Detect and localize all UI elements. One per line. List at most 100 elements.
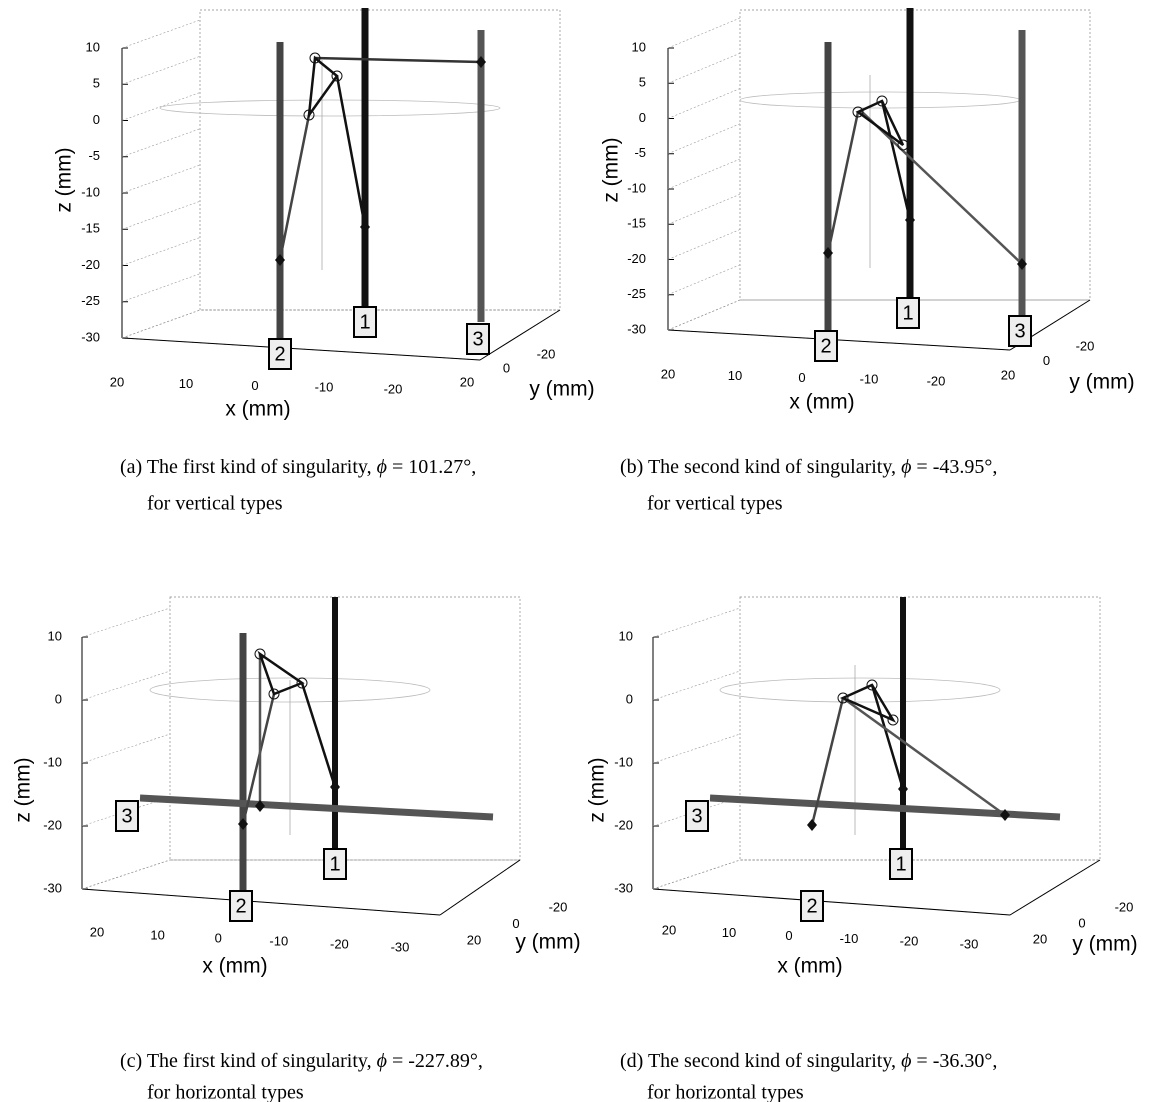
link	[300, 682, 337, 788]
z-tick-label: 5	[639, 75, 646, 90]
z-grid-line	[667, 17, 741, 49]
y-axis-line	[1009, 859, 1101, 916]
joint	[866, 679, 878, 691]
x-tick-label: 10	[722, 925, 736, 940]
x-tick-label: 10	[179, 376, 193, 391]
rod-label-box	[896, 297, 920, 329]
floor	[652, 859, 1102, 916]
workspace-circle	[159, 99, 501, 117]
z-tick-label: -15	[627, 216, 646, 231]
z-tick-label: 10	[619, 628, 633, 643]
rod-label-box	[800, 890, 824, 922]
link	[335, 75, 367, 228]
z-grid-line	[121, 164, 201, 194]
y-axis-label: y (mm)	[1069, 371, 1134, 394]
z-tick-label: 0	[639, 110, 646, 125]
joint	[268, 688, 280, 700]
link	[314, 56, 482, 64]
x-tick-label: 20	[90, 924, 104, 939]
caption-phi-value: = -43.95°,	[916, 456, 997, 478]
caption: (d) The second kind of singularity, ϕ = …	[620, 1050, 997, 1072]
rod-label-box	[323, 848, 347, 880]
z-tick-label: -10	[614, 754, 633, 769]
x-tick-label: -30	[391, 939, 410, 954]
x-tick-label: -20	[384, 381, 403, 396]
joint	[837, 692, 849, 704]
x-tick-label: -10	[269, 933, 288, 948]
x-tick-label: -20	[900, 934, 919, 949]
z-grid-line	[81, 670, 171, 701]
y-tick-label: 20	[467, 932, 481, 947]
z-tick-label: 5	[93, 76, 100, 91]
caption-phi-value: = -36.30°,	[916, 1050, 997, 1072]
slider	[1017, 258, 1027, 270]
z-grid-line	[652, 670, 741, 701]
y-axis-line	[479, 309, 561, 361]
x-tick-label: 10	[150, 927, 164, 942]
x-axis-line	[652, 888, 1011, 916]
slider	[238, 818, 248, 830]
joint	[254, 648, 266, 660]
z-grid-line	[121, 92, 201, 121]
caption-line2: for horizontal types	[147, 1082, 304, 1102]
slider	[1000, 809, 1010, 821]
slider	[275, 254, 285, 266]
z-tick-label: -20	[43, 817, 62, 832]
y-tick-label: 0	[503, 360, 510, 375]
z-grid-line	[667, 123, 741, 155]
z-grid-line	[81, 859, 171, 890]
z-axis-label: z (mm)	[586, 757, 609, 822]
z-grid-line	[121, 237, 201, 266]
caption-text: (d) The second kind of singularity,	[620, 1050, 896, 1072]
rod-label: 2	[820, 335, 831, 357]
y-tick-label: -20	[1076, 338, 1095, 353]
rod-label: 1	[895, 853, 906, 875]
caption-phi: ϕ	[377, 1050, 387, 1072]
caption-phi: ϕ	[377, 456, 387, 478]
z-tick-label: -25	[627, 286, 646, 301]
z-tick-label: -30	[43, 880, 62, 895]
floor	[121, 309, 562, 361]
z-tick-label: -5	[634, 145, 646, 160]
x-tick-label: 20	[661, 366, 675, 381]
y-tick-label: 20	[460, 374, 474, 389]
back-wall	[169, 596, 521, 861]
x-axis-line	[667, 329, 1011, 351]
y-tick-label: -20	[549, 899, 568, 914]
slider	[476, 56, 486, 68]
link	[870, 684, 905, 790]
z-grid-line	[121, 55, 201, 85]
slider	[823, 247, 833, 259]
rod-label-box	[685, 800, 709, 832]
joint	[303, 109, 315, 121]
link	[859, 109, 1023, 265]
workspace-circle	[719, 677, 1001, 703]
z-tick-label: -10	[627, 180, 646, 195]
x-tick-label: -20	[927, 373, 946, 388]
rod-label: 1	[329, 853, 340, 875]
rod-label-box	[466, 323, 490, 355]
y-tick-label: -20	[537, 346, 556, 361]
caption-line2: for horizontal types	[647, 1082, 804, 1102]
joint	[887, 714, 899, 726]
z-tick-label: -30	[614, 880, 633, 895]
slider	[360, 221, 370, 233]
z-grid-line	[667, 229, 741, 260]
x-tick-label: 0	[215, 930, 222, 945]
caption-text: (b) The second kind of singularity,	[620, 456, 896, 478]
link	[241, 693, 276, 825]
z-grid-line	[667, 299, 741, 331]
rod-label-box	[268, 338, 292, 370]
x-tick-label: -10	[315, 380, 334, 395]
z-axis-label: z (mm)	[12, 757, 35, 822]
z-grid-line	[121, 19, 201, 49]
rod-label-box	[889, 848, 913, 880]
z-axis-label: z (mm)	[53, 147, 76, 212]
z-tick-label: 10	[632, 39, 646, 54]
rod-label: 1	[359, 311, 370, 333]
rod-label: 2	[806, 895, 817, 917]
link	[810, 697, 845, 826]
y-tick-label: 0	[1043, 353, 1050, 368]
x-tick-label: 20	[662, 922, 676, 937]
rod-label: 3	[121, 805, 132, 827]
